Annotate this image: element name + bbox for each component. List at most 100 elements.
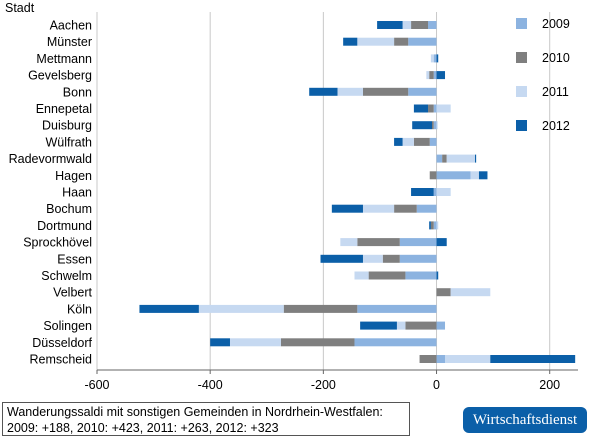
bar-segment (436, 188, 451, 196)
bar-segment (357, 304, 437, 313)
bar-segment (436, 121, 438, 130)
bar-segment (433, 121, 437, 130)
category-label: Dortmund (37, 219, 92, 233)
bar-segment (413, 137, 430, 146)
bar-segment (402, 137, 414, 146)
legend: 2009 2010 2011 2012 (516, 17, 570, 133)
x-tick-label: -400 (198, 378, 223, 392)
category-label: Haan (62, 186, 92, 200)
bar-segment (198, 304, 284, 313)
legend-swatch (516, 86, 527, 97)
category-label: Velbert (53, 286, 92, 300)
brand-logo: Wirtschaftsdienst (463, 407, 587, 433)
bar-segment (394, 204, 417, 213)
bar-segment (283, 304, 358, 313)
bar-segment (362, 204, 395, 213)
legend-label: 2009 (542, 17, 570, 31)
bar-segment (331, 204, 363, 213)
legend-swatch (516, 120, 527, 131)
migration-balance-chart: -600 -400 -200 0 200 Aachen Münster Mettmann Ge… (5, 1, 578, 392)
x-tick-label: 200 (539, 378, 560, 392)
bar-segment (436, 321, 446, 330)
bar-segment (382, 254, 400, 263)
bar-segment (368, 271, 406, 280)
category-label: Gevelsberg (28, 69, 92, 83)
category-label: Wülfrath (45, 135, 92, 149)
bar-segment (436, 238, 447, 247)
note-line-2: 2009: +188, 2010: +423, 2011: +263, 2012… (7, 421, 279, 435)
category-label: Münster (47, 35, 92, 49)
category-label: Radevormwald (9, 152, 92, 166)
bar-segment (475, 154, 477, 163)
bar-segment (446, 154, 476, 163)
bar-segment (337, 87, 363, 96)
bar-segment (396, 321, 406, 330)
bar-segment (433, 221, 437, 230)
category-label: Sprockhövel (23, 236, 92, 250)
bar-segment (429, 171, 437, 180)
bar-segment (426, 71, 430, 80)
category-label: Schwelm (41, 269, 92, 283)
bar-segment (429, 71, 434, 80)
bar-segment (408, 87, 437, 96)
x-axis: -600 -400 -200 0 200 (84, 369, 578, 392)
bar-segment (399, 238, 437, 247)
category-label: Mettmann (36, 52, 92, 66)
category-label: Bochum (46, 202, 92, 216)
bar-segment (343, 37, 358, 46)
bar-segment (419, 355, 437, 363)
bar-segment (433, 104, 437, 113)
category-label: Remscheid (29, 353, 92, 367)
bar-segment (436, 355, 446, 363)
bar-segment (394, 37, 409, 46)
bar-segment (357, 238, 400, 247)
bar-segment (429, 137, 437, 146)
category-label: Solingen (43, 319, 92, 333)
y-axis-label: Stadt (5, 1, 35, 15)
bar-segment (360, 321, 397, 330)
bar-segment (428, 104, 434, 113)
legend-label: 2011 (542, 85, 569, 99)
bar-segment (139, 304, 199, 313)
bar-segment (411, 21, 429, 29)
category-labels: Aachen Münster Mettmann Gevelsberg Bonn Ennep… (9, 19, 93, 367)
bar-segment (413, 104, 429, 113)
bar-segment (433, 54, 437, 63)
bar-segment (280, 338, 355, 347)
legend-swatch (516, 52, 527, 63)
bar-segment (416, 204, 437, 213)
bar-segment (210, 338, 230, 347)
bar-segment (340, 238, 358, 247)
note-box: Wanderungssaldi mit sonstigen Gemeinden … (2, 402, 410, 436)
category-label: Bonn (63, 85, 92, 99)
bar-segment (433, 188, 437, 196)
bar-segment (309, 87, 338, 96)
bar-segment (428, 21, 437, 29)
category-label: Aachen (50, 19, 92, 33)
legend-label: 2012 (542, 119, 570, 133)
bar-segment (436, 71, 446, 80)
bar-segment (412, 121, 433, 130)
bar-segment (436, 271, 439, 280)
bar-segment (402, 21, 412, 29)
bar-segment (450, 288, 491, 297)
bar-segment (436, 104, 451, 113)
x-tick-label: -200 (311, 378, 336, 392)
bar-segment (354, 271, 369, 280)
bar-segment (478, 171, 488, 180)
bar-segment (411, 188, 434, 196)
bar-segment (377, 21, 403, 29)
x-tick-label: -600 (84, 378, 109, 392)
note-line-1: Wanderungssaldi mit sonstigen Gemeinden … (7, 405, 383, 419)
bar-segment (445, 355, 491, 363)
x-tick-label: 0 (433, 378, 440, 392)
legend-label: 2010 (542, 51, 570, 65)
bar-segment (470, 171, 479, 180)
grid-lines (96, 12, 551, 370)
bar-segment (436, 171, 471, 180)
bar-segment (229, 338, 281, 347)
bar-segment (405, 321, 437, 330)
bar-segment (432, 121, 434, 130)
bar-segment (408, 37, 437, 46)
bar-segment (394, 137, 403, 146)
